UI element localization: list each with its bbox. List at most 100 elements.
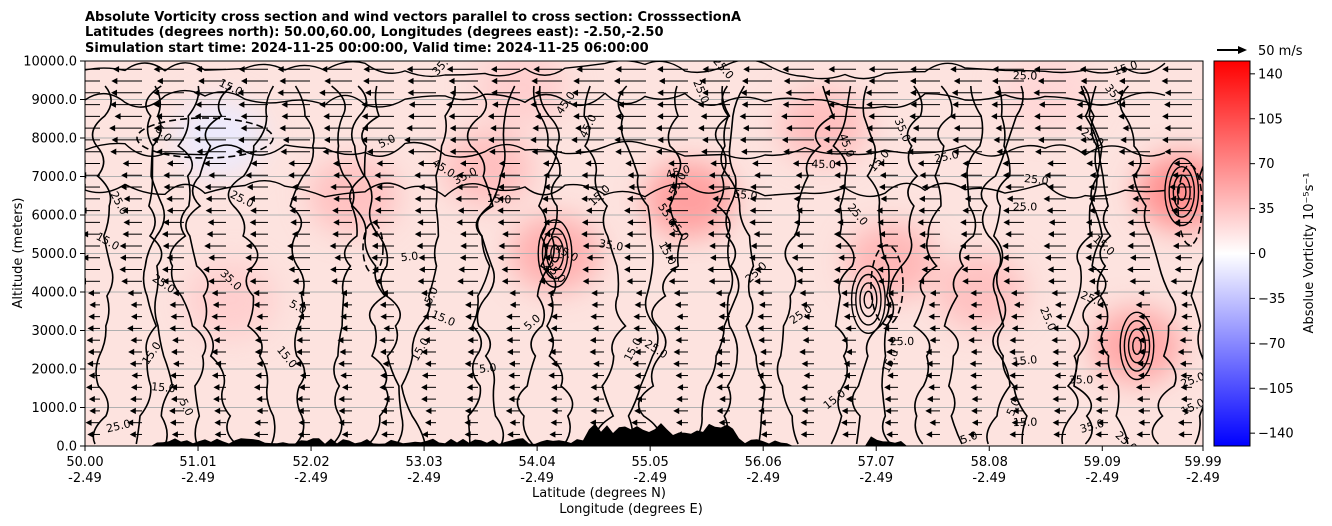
wind-vector-head (203, 160, 210, 167)
wind-vector-head (718, 313, 725, 320)
wind-vector-head (918, 207, 925, 214)
wind-vector-head (760, 348, 767, 356)
wind-vector-head (492, 101, 499, 108)
contour-line (913, 85, 953, 445)
wind-vector-head (421, 372, 428, 379)
wind-vector-head (1164, 101, 1171, 108)
wind-vector-head (782, 66, 789, 73)
wind-vector-head (1003, 278, 1010, 285)
wind-vector-head (551, 360, 558, 367)
y-tick-label: 0.0 (56, 440, 77, 455)
wind-vector-head (885, 301, 892, 309)
wind-vector-head (1051, 337, 1058, 344)
x-axis-ticks: 50.00-2.4951.01-2.4952.02-2.4953.03-2.49… (66, 446, 1222, 486)
wind-vector-head (341, 431, 348, 438)
colorbar-tick-label: −35 (1258, 292, 1285, 307)
wind-vector-head (448, 77, 455, 85)
wind-vector-head (279, 124, 286, 132)
wind-vector-head (421, 348, 428, 356)
wind-vector-head (109, 124, 116, 132)
wind-vector-head (541, 207, 548, 214)
wind-vector-head (254, 348, 261, 356)
wind-vector-head (716, 384, 723, 391)
wind-vector-head (928, 301, 935, 309)
wind-vector-head (456, 219, 463, 226)
wind-vector-head (195, 101, 202, 108)
wind-vector-head (716, 372, 723, 379)
colorbar-tick-label: 140 (1258, 67, 1283, 82)
contour-line (85, 61, 1166, 80)
wind-vector-head (571, 101, 578, 108)
wind-vector-head (291, 230, 298, 238)
wind-vector-head (866, 101, 873, 108)
wind-vector-head (845, 395, 852, 403)
wind-vector-head (655, 148, 662, 155)
wind-vector-head (110, 148, 117, 155)
wind-vector-head (238, 66, 245, 73)
wind-vector-head (277, 66, 284, 73)
x-tick-longitude: -2.49 (520, 471, 554, 486)
wind-vector-head (1034, 124, 1041, 132)
wind-vector-head (1137, 360, 1144, 367)
wind-vector-head (253, 289, 260, 297)
wind-vector-head (614, 136, 621, 144)
x-tick-longitude: -2.49 (633, 471, 667, 486)
contour-line (776, 85, 835, 445)
wind-vector-head (753, 230, 760, 238)
wind-vector-head (1010, 289, 1017, 297)
wind-vector-head (156, 77, 163, 85)
wind-vector-head (719, 395, 726, 403)
wind-vector-head (673, 407, 680, 415)
wind-vector-head (498, 172, 505, 179)
wind-vector-head (952, 101, 959, 108)
wind-vector-head (550, 419, 557, 426)
x-axis-label-latitude: Latitude (degrees N) (532, 486, 666, 501)
wind-vector-head (1095, 313, 1102, 320)
wind-vector-head (919, 230, 926, 238)
wind-vector-head (109, 101, 116, 108)
wind-vector-head (376, 183, 383, 191)
contour-label: 5.0 (400, 249, 419, 264)
wind-vector-head (673, 348, 680, 356)
wind-vector-head (673, 325, 680, 332)
wind-vector-head (718, 419, 725, 426)
contour-line (537, 219, 573, 288)
contour-line (863, 290, 874, 309)
wind-vector-head (374, 172, 381, 179)
wind-vector-head (543, 172, 550, 179)
wind-vector-head (884, 384, 891, 391)
wind-vector-head (590, 407, 597, 415)
wind-vector-head (205, 195, 212, 203)
wind-vector-head (1138, 337, 1145, 344)
wind-vector-head (1038, 136, 1045, 144)
wind-vector-head (992, 66, 999, 73)
wind-vector-head (85, 384, 92, 391)
contour-line (881, 85, 923, 445)
wind-vector-head (1046, 207, 1053, 214)
wind-vector-head (799, 289, 806, 297)
wind-vector-head (962, 207, 969, 214)
contour-line (466, 85, 505, 445)
wind-vector-head (865, 148, 872, 155)
wind-vector-head (716, 360, 723, 367)
wind-vector-head (582, 242, 589, 250)
wind-vector-head (338, 395, 345, 403)
wind-vector-head (1033, 66, 1040, 73)
wind-vector-head (657, 89, 664, 97)
wind-vector-head (130, 337, 137, 344)
wind-vector-head (800, 419, 807, 426)
wind-vector-head (323, 124, 330, 132)
wind-vector-head (633, 313, 640, 320)
wind-vector-head (166, 254, 173, 261)
wind-vector-head (418, 266, 425, 273)
wind-vector-head (250, 160, 257, 167)
wind-vector-head (299, 301, 306, 309)
contour-label: 15.0 (1012, 353, 1038, 368)
wind-vector-head (319, 101, 326, 108)
terrain-silhouette (85, 423, 1203, 446)
wind-vector-head (170, 395, 177, 403)
wind-vector-head (123, 195, 130, 203)
wind-vector-head (658, 77, 665, 85)
wind-vector-head (458, 266, 465, 273)
wind-vector-head (1054, 372, 1061, 379)
